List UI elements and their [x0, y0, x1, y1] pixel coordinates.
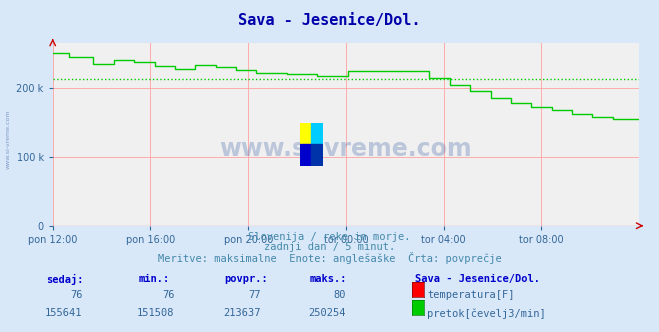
- Text: Sava - Jesenice/Dol.: Sava - Jesenice/Dol.: [415, 274, 540, 284]
- Text: Meritve: maksimalne  Enote: anglešaške  Črta: povprečje: Meritve: maksimalne Enote: anglešaške Čr…: [158, 252, 501, 264]
- Text: pretok[čevelj3/min]: pretok[čevelj3/min]: [427, 308, 546, 319]
- Text: zadnji dan / 5 minut.: zadnji dan / 5 minut.: [264, 242, 395, 252]
- Text: 155641: 155641: [45, 308, 82, 318]
- Text: maks.:: maks.:: [310, 274, 347, 284]
- Text: povpr.:: povpr.:: [224, 274, 268, 284]
- Bar: [300, 123, 312, 144]
- Text: 80: 80: [333, 290, 346, 300]
- Text: 77: 77: [248, 290, 260, 300]
- Text: 76: 76: [162, 290, 175, 300]
- Text: 213637: 213637: [223, 308, 260, 318]
- Bar: [300, 144, 312, 166]
- Text: www.si-vreme.com: www.si-vreme.com: [219, 137, 473, 161]
- Bar: [312, 144, 323, 166]
- Bar: [312, 123, 323, 144]
- Text: www.si-vreme.com: www.si-vreme.com: [5, 110, 11, 169]
- Text: Slovenija / reke in morje.: Slovenija / reke in morje.: [248, 232, 411, 242]
- Text: 250254: 250254: [308, 308, 346, 318]
- Text: 151508: 151508: [137, 308, 175, 318]
- Text: sedaj:: sedaj:: [46, 274, 84, 285]
- Text: Sava - Jesenice/Dol.: Sava - Jesenice/Dol.: [239, 13, 420, 28]
- Text: min.:: min.:: [138, 274, 169, 284]
- Text: 76: 76: [70, 290, 82, 300]
- Text: temperatura[F]: temperatura[F]: [427, 290, 515, 300]
